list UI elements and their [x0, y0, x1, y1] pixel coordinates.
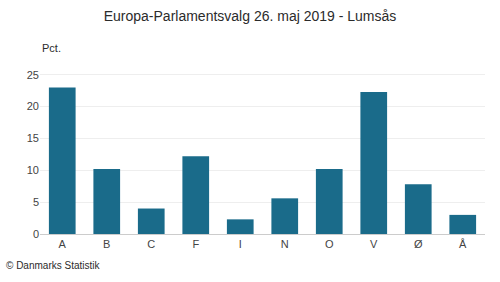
svg-text:Ø: Ø [414, 238, 423, 250]
svg-text:O: O [325, 238, 334, 250]
svg-text:5: 5 [33, 196, 39, 208]
svg-text:10: 10 [27, 164, 39, 176]
svg-text:© Danmarks Statistik: © Danmarks Statistik [6, 260, 101, 271]
svg-text:I: I [239, 238, 242, 250]
svg-text:15: 15 [27, 132, 39, 144]
svg-text:Å: Å [459, 238, 467, 250]
svg-text:Pct.: Pct. [42, 42, 61, 54]
svg-text:20: 20 [27, 100, 39, 112]
svg-text:N: N [281, 238, 289, 250]
svg-text:Europa-Parlamentsvalg 26. maj: Europa-Parlamentsvalg 26. maj 2019 - Lum… [104, 8, 397, 24]
svg-text:25: 25 [27, 69, 39, 81]
svg-text:B: B [103, 238, 110, 250]
svg-text:A: A [59, 238, 67, 250]
svg-text:0: 0 [33, 228, 39, 240]
svg-text:V: V [370, 238, 378, 250]
svg-text:F: F [192, 238, 199, 250]
svg-text:C: C [147, 238, 155, 250]
